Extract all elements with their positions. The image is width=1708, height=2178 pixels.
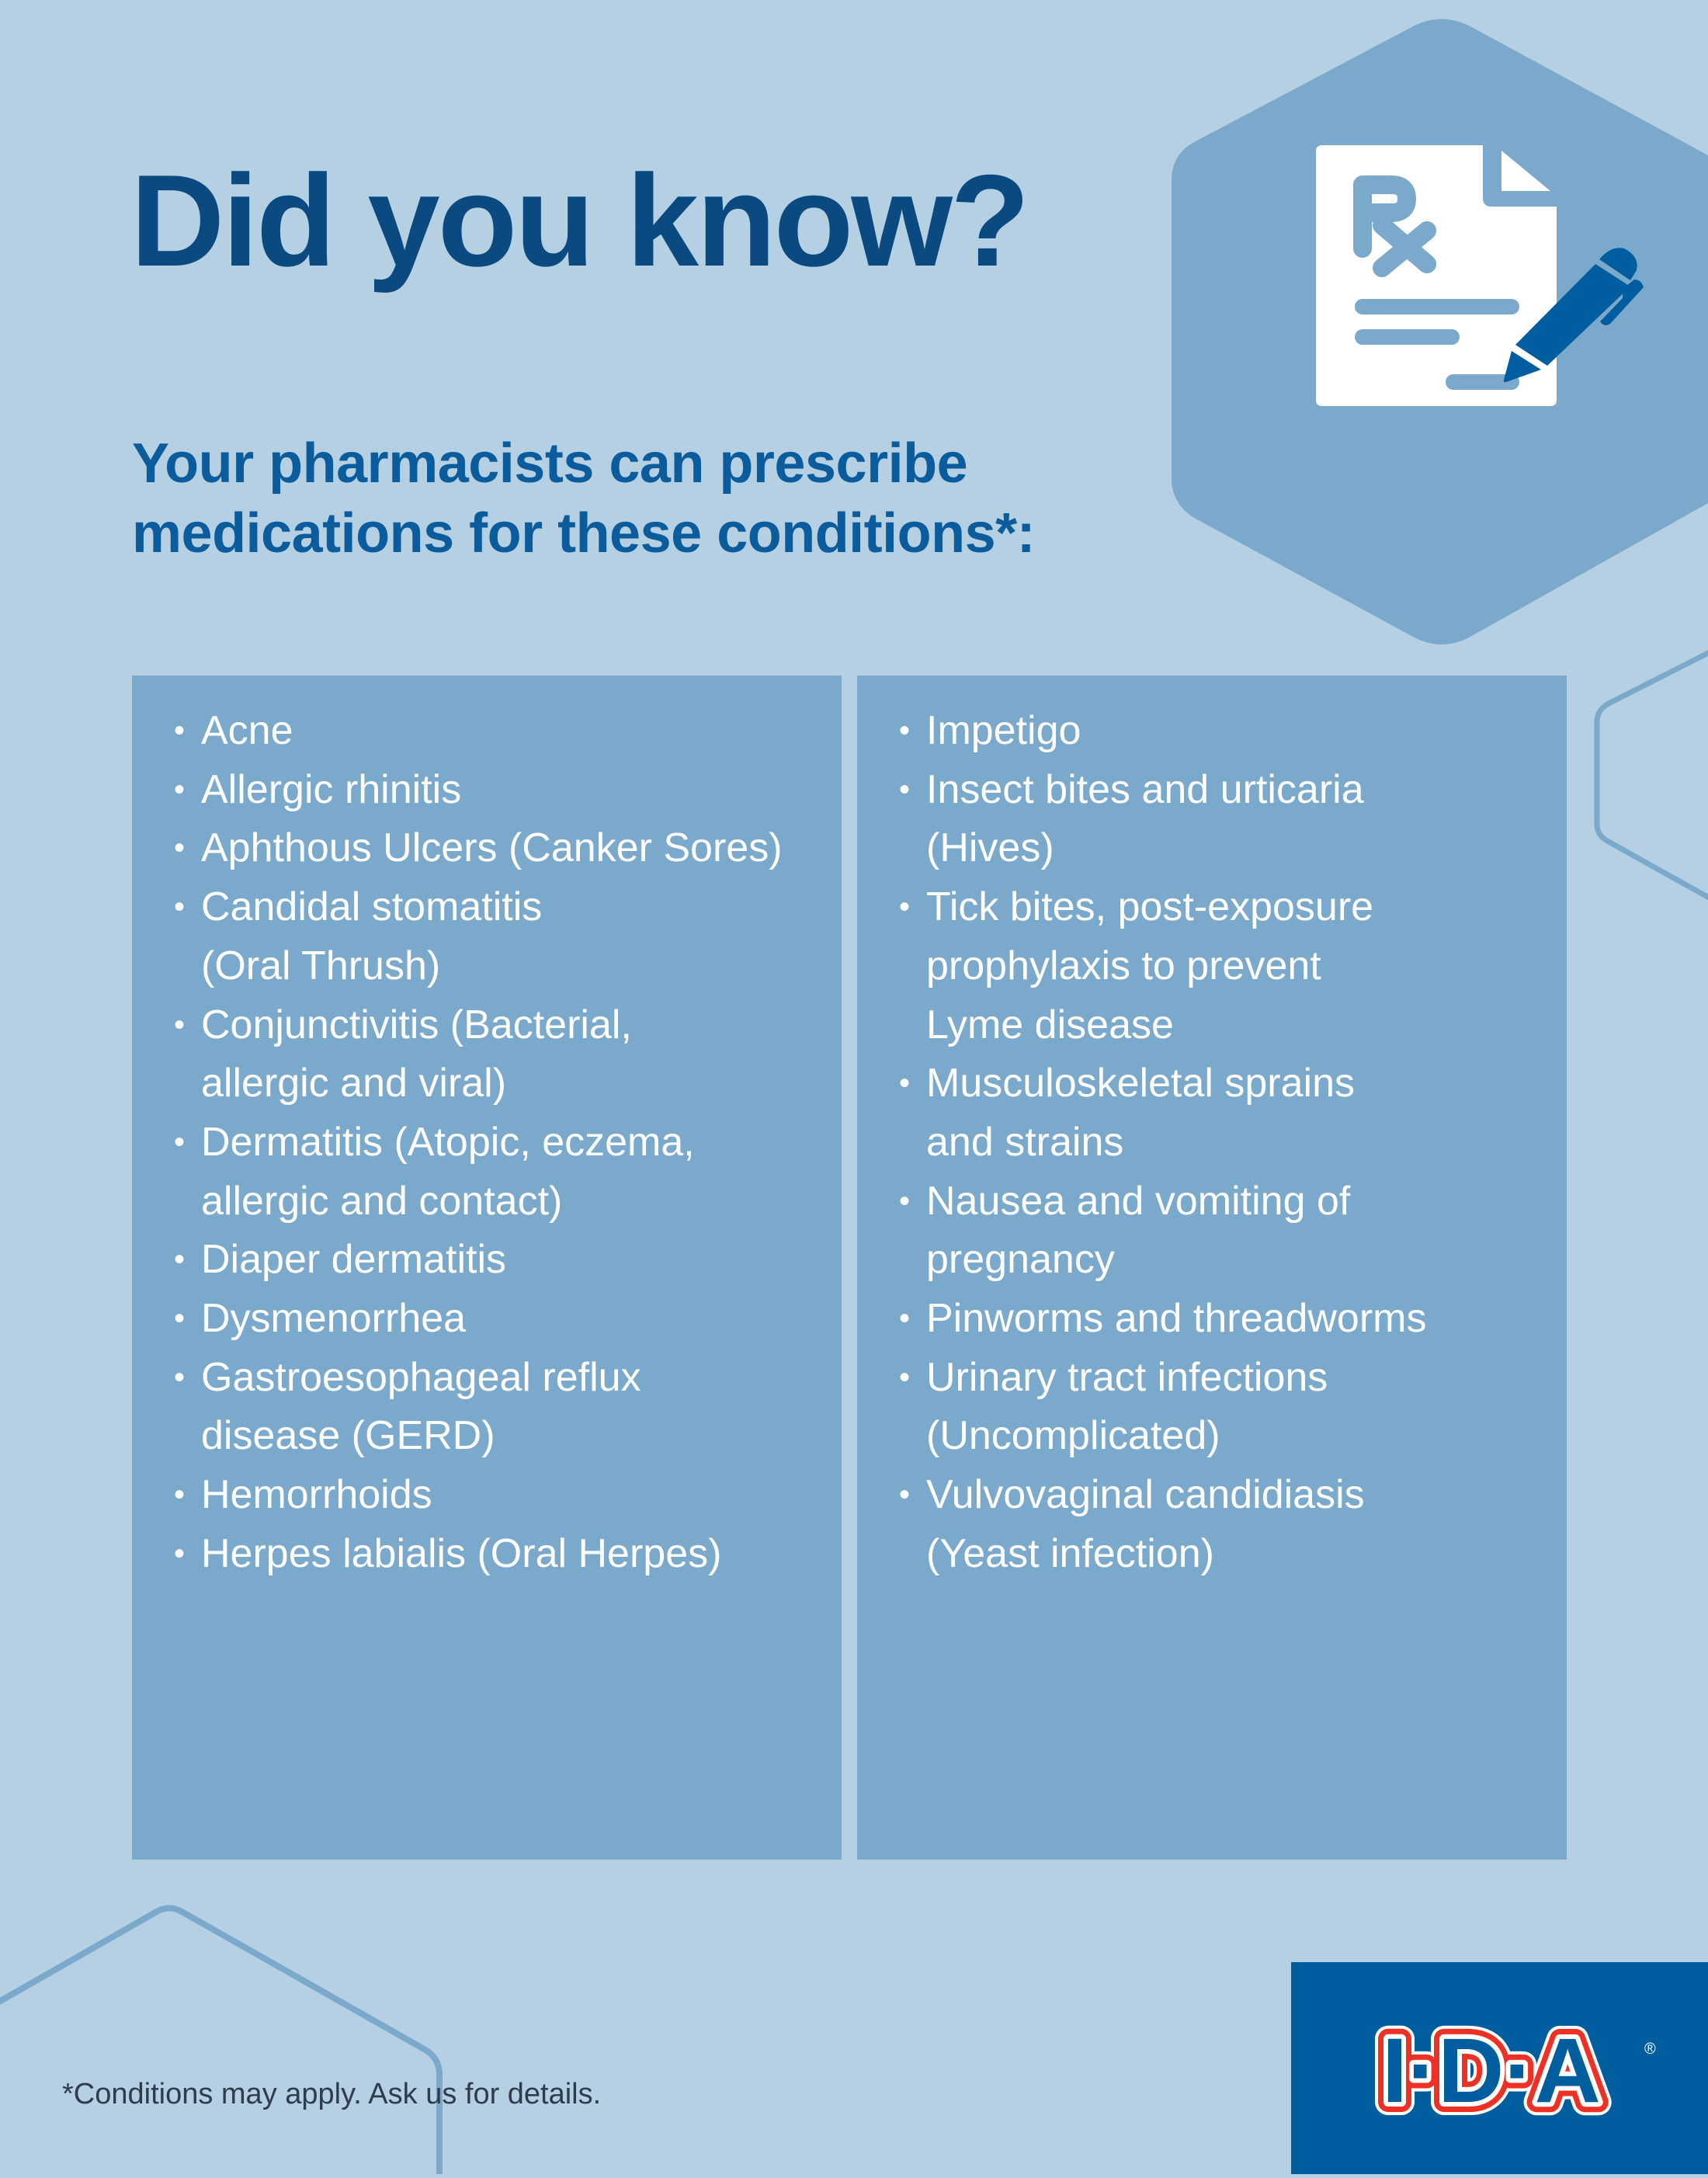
- list-item: • Dermatitis (Atopic, eczema, allergic and…: [132, 1113, 842, 1231]
- logo-outline-inner-white: I·D·A: [1382, 2020, 1601, 2122]
- list-item: • Impetigo: [857, 702, 1567, 761]
- list-item-text: Hemorrhoids: [201, 1472, 432, 1518]
- list-item-text: (Yeast infection): [926, 1530, 1214, 1576]
- list-item: • Insect bites and urticaria (Hives): [857, 761, 1567, 878]
- bullet-icon: •: [899, 890, 911, 925]
- list-item-text: (Uncomplicated): [926, 1413, 1220, 1459]
- list-item-text: Tick bites, post-exposure: [926, 884, 1374, 930]
- bullet-icon: •: [899, 1301, 911, 1336]
- subtitle-line: medications for these conditions*:: [132, 502, 1036, 564]
- list-item-text: Dermatitis (Atopic, eczema,: [201, 1119, 695, 1165]
- list-item: • Musculoskeletal sprains and strains: [857, 1054, 1567, 1172]
- list-item-text: Candidal stomatitis: [201, 884, 543, 930]
- list-item-text: Impetigo: [926, 708, 1081, 753]
- document-lines-icon: [1355, 299, 1519, 390]
- list-item-text: disease (GERD): [201, 1413, 495, 1459]
- list-item: • Conjunctivitis (Bacterial, allergic and …: [132, 996, 842, 1113]
- bullet-icon: •: [174, 1360, 186, 1395]
- list-item-text: Allergic rhinitis: [201, 766, 462, 812]
- registered-mark: ®: [1644, 2041, 1656, 2058]
- bullet-icon: •: [899, 1066, 911, 1101]
- logo-letters: I·D·A: [1382, 2020, 1601, 2122]
- list-item-text: Aphthous Ulcers (Canker Sores): [201, 825, 783, 871]
- list-item: • Gastroesophageal reflux disease (GERD): [132, 1349, 842, 1466]
- list-item-text: Acne: [201, 708, 293, 753]
- bullet-icon: •: [174, 890, 186, 925]
- bullet-icon: •: [899, 772, 911, 807]
- list-item-text: Dysmenorrhea: [201, 1296, 467, 1342]
- list-item-text: Herpes labialis (Oral Herpes): [201, 1530, 722, 1576]
- logo-outline-red: I·D·A: [1382, 2020, 1601, 2122]
- bullet-icon: •: [899, 1478, 911, 1513]
- list-item-text: Nausea and vomiting of: [926, 1178, 1351, 1224]
- page-title: Did you know?: [130, 148, 1030, 294]
- list-item-text: Lyme disease: [926, 1002, 1174, 1047]
- list-item-text: and strains: [926, 1119, 1124, 1165]
- page-subtitle: Your pharmacists can prescribe medicatio…: [132, 429, 1036, 568]
- list-item-text: allergic and viral): [201, 1061, 507, 1106]
- list-item: • Candidal stomatitis (Oral Thrush): [132, 878, 842, 995]
- list-item-text: (Hives): [926, 825, 1054, 871]
- bullet-icon: •: [899, 1183, 911, 1218]
- bullet-icon: •: [174, 1536, 186, 1571]
- pen-icon: [1503, 248, 1644, 383]
- right-outline-hexagon: [1594, 650, 1708, 901]
- list-item: • Pinworms and threadworms: [857, 1290, 1567, 1349]
- document-fold-icon: [1501, 151, 1550, 191]
- list-item: • Aphthous Ulcers (Canker Sores): [132, 819, 842, 878]
- bottom-left-outline-hexagon: [0, 1905, 443, 2174]
- list-item-text: Musculoskeletal sprains: [926, 1061, 1356, 1106]
- list-item-text: Diaper dermatitis: [201, 1237, 507, 1283]
- list-item-text: Pinworms and threadworms: [926, 1296, 1427, 1342]
- rx-symbol-icon: [1353, 175, 1436, 277]
- bullet-icon: •: [174, 772, 186, 807]
- bullet-icon: •: [174, 1242, 186, 1277]
- ida-logo: I·D·A I·D·A I·D·A I·D·A ®: [1369, 2006, 1656, 2135]
- list-item-text: Conjunctivitis (Bacterial,: [201, 1002, 632, 1047]
- conditions-panel-left: • Acne • Allergic rhinitis • Aphthous Ulcers …: [132, 676, 842, 1860]
- list-item: • Dysmenorrhea: [132, 1290, 842, 1349]
- subtitle-line: Your pharmacists can prescribe: [132, 432, 968, 495]
- list-item: • Urinary tract infections (Uncomplicated): [857, 1349, 1567, 1466]
- bullet-icon: •: [174, 1007, 186, 1042]
- list-item: • Herpes labialis (Oral Herpes): [132, 1525, 842, 1584]
- logo-outline-white: I·D·A: [1382, 2020, 1601, 2122]
- bullet-icon: •: [899, 1360, 911, 1395]
- conditions-panel-right: • Impetigo • Insect bites and urticaria (Hiv…: [857, 676, 1567, 1860]
- list-item: • Tick bites, post-exposure prophylaxis to…: [857, 878, 1567, 1054]
- prescription-document-with-pen-icon: [1316, 145, 1644, 406]
- list-item: • Hemorrhoids: [132, 1466, 842, 1525]
- list-item: • Nausea and vomiting of pregnancy: [857, 1172, 1567, 1290]
- bullet-icon: •: [174, 714, 186, 748]
- list-item: • Allergic rhinitis: [132, 761, 842, 820]
- list-item: • Vulvovaginal candidiasis (Yeast infectio…: [857, 1466, 1567, 1583]
- list-item-text: Insect bites and urticaria: [926, 766, 1364, 812]
- list-item-text: Vulvovaginal candidiasis: [926, 1472, 1365, 1518]
- list-item-text: prophylaxis to prevent: [926, 943, 1321, 988]
- ida-logo-box: I·D·A I·D·A I·D·A I·D·A ®: [1291, 1962, 1708, 2174]
- list-item: • Diaper dermatitis: [132, 1231, 842, 1290]
- list-item-text: Urinary tract infections: [926, 1354, 1328, 1400]
- footnote: *Conditions may apply. Ask us for detail…: [62, 2078, 602, 2110]
- list-item: • Acne: [132, 702, 842, 761]
- conditions-list-left: • Acne • Allergic rhinitis • Aphthous Ulcers …: [132, 702, 842, 1584]
- bullet-icon: •: [174, 1478, 186, 1513]
- bullet-icon: •: [899, 714, 911, 748]
- bullet-icon: •: [174, 831, 186, 866]
- bullet-icon: •: [174, 1124, 186, 1159]
- list-item-text: pregnancy: [926, 1237, 1115, 1283]
- list-item-text: (Oral Thrush): [201, 943, 441, 988]
- list-item-text: allergic and contact): [201, 1178, 563, 1224]
- conditions-list-right: • Impetigo • Insect bites and urticaria (Hiv…: [857, 702, 1567, 1584]
- list-item-text: Gastroesophageal reflux: [201, 1354, 641, 1400]
- bullet-icon: •: [174, 1301, 186, 1336]
